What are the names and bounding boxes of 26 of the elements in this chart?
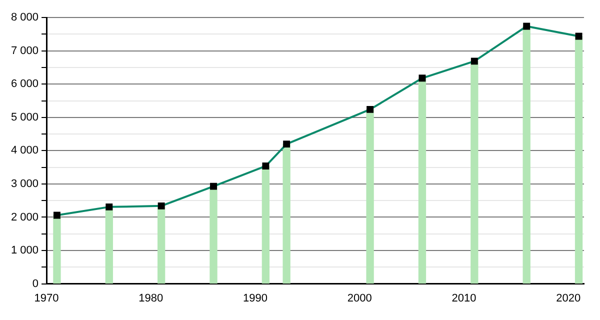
bar (522, 26, 530, 284)
x-tick-label: 2010 (452, 292, 476, 304)
x-tick-label: 2000 (347, 292, 372, 304)
bar (470, 60, 478, 284)
bar (366, 109, 374, 284)
x-tick-label: 1990 (243, 292, 268, 304)
y-tick-label: 2 000 (10, 211, 39, 224)
y-tick-label: 7 000 (10, 44, 39, 57)
y-tick-label: 4 000 (10, 144, 39, 157)
bar (157, 206, 166, 284)
bar (262, 166, 270, 284)
bar (105, 206, 113, 284)
y-tick-label: 1 000 (10, 244, 39, 257)
bar (210, 186, 218, 284)
bar (53, 214, 61, 284)
y-tick-label: 3 000 (10, 178, 39, 190)
y-tick-label: 5 000 (10, 111, 39, 124)
x-tick-label: 2020 (556, 292, 581, 304)
bar (418, 78, 426, 284)
x-tick-label: 1980 (138, 292, 164, 304)
y-tick-label: 0 (32, 278, 39, 290)
y-tick-label: 6 000 (10, 78, 39, 90)
y-tick-label: 8 000 (10, 12, 39, 24)
x-tick-label: 1970 (34, 292, 59, 304)
bar (574, 36, 583, 284)
bar (282, 144, 290, 284)
